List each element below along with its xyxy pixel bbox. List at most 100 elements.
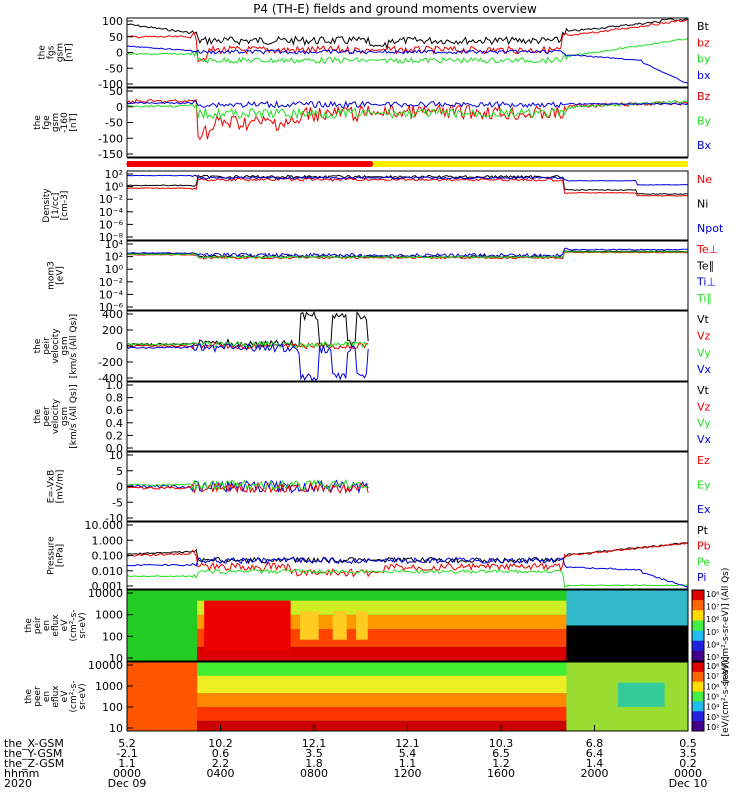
y-axis-label-line: [eV] [56,266,66,285]
y-axis-label-line: sr-eV) [78,612,88,638]
y-axis-label-line: [nPa] [56,544,66,567]
heatmap-band [127,706,567,721]
colorbar-segment [692,681,704,693]
y-axis-label-line: peir [33,616,43,634]
colorbar-tick-label: 10⁵ [706,693,719,702]
panel-8: 10 5 0 -5 -10 E=-VxB [mV/m] Ez Ey Ex [47,449,711,525]
y-tick-label: 10⁰ [105,263,124,276]
series-blue [126,174,689,186]
y-tick-label: 10² [105,251,123,264]
legend-entry: Te⊥ [696,243,718,256]
x-tick-label: 0.5 [679,737,697,750]
y-tick-label: 0 [116,481,123,494]
colorbar-tick-label: 10³ [706,653,719,662]
colorbar-segment [692,691,704,702]
x-tick-label: 12.1 [395,737,420,750]
legend-entry: Vz [697,400,711,413]
y-tick-label: 0.6 [106,404,124,417]
colorbar-segment [692,600,704,611]
x-tick-label: Dec 09 [108,777,147,790]
heatmap-patch [204,600,291,651]
y-axis-label-line: the [33,115,43,130]
x-row-label: 2020 [4,777,32,790]
legend-entry: Vt [697,313,710,326]
y-tick-label: -100 [98,132,123,145]
y-axis-label-line: (cm²-s- [69,609,79,641]
y-axis-label-line: the [33,338,43,353]
y-tick-label: 100 [102,630,123,643]
y-tick-label: 10 [109,722,123,735]
x-tick-label: 0.2 [679,757,697,770]
series-red [126,19,689,63]
y-tick-label: 50 [109,31,123,44]
y-tick-label: 10⁰ [105,181,124,194]
x-tick-label: 0400 [207,767,235,780]
y-axis-label-line: gsm [60,407,70,426]
y-axis-label-line: fge [42,115,52,130]
legend-entry: Ez [697,454,710,467]
y-tick-label: 0.2 [106,429,124,442]
colorbar-segment [692,630,704,642]
series-red [126,542,689,578]
y-axis-label-line: en [42,691,52,702]
y-tick-label: 0.4 [106,417,124,430]
y-axis-label-line: (cm²-s- [69,680,79,712]
y-tick-label: 1000 [95,680,123,693]
x-tick-label: 3.5 [305,747,323,760]
colorbar-segment [692,662,704,673]
y-tick-label: -50 [105,117,123,130]
legend-entry: Pi [697,571,706,584]
series-red [126,177,689,197]
x-tick-label: 1.1 [399,757,417,770]
legend-entry: Vx [697,363,712,376]
series-blue [126,45,689,84]
x-tick-label: 6.5 [492,747,510,760]
x-tick-label: 1.8 [305,757,323,770]
panel-frame [126,521,689,590]
y-axis-label-line: eflux [51,685,61,708]
legend-entry: bx [697,69,711,82]
x-tick-label: -2.1 [116,747,137,760]
y-axis-label-line: gsm [51,113,61,132]
mode-bar-segment [127,161,371,167]
colorbar-tick-label: 10² [706,723,719,732]
y-tick-label: -200 [98,356,123,369]
panel-3 [126,157,688,167]
y-tick-label: 0 [116,101,123,114]
panel-frame [126,87,689,158]
legend-entry: bz [697,36,710,49]
legend-entry: Vy [697,417,711,430]
y-axis-label-line: Pressure [47,536,57,575]
colorbar-tick-label: 10⁴ [706,640,719,649]
x-tick-label: 1200 [394,767,422,780]
y-tick-label: 10⁻⁶ [99,301,124,314]
y-tick-label: 0.010 [92,565,124,578]
colorbar-label: [eV/(cm²-s-sr-eV)] (All Qs) [721,568,731,684]
y-tick-label: 0.0 [106,442,124,455]
y-tick-label: 10² [105,168,123,181]
x-tick-label: 5.4 [399,747,417,760]
series-black [126,310,369,349]
y-tick-label: -50 [105,62,123,75]
legend-entry: Ti∥ [696,292,712,305]
colorbar-segment [692,620,704,632]
x-tick-label: 2000 [581,767,609,780]
y-axis-label-line: [mV/m] [56,470,66,504]
y-tick-label: 0.001 [92,580,124,593]
mode-bar-segment [370,161,688,167]
heatmap-band [197,590,567,601]
series-green [126,250,689,259]
y-axis-label-line: the [24,689,34,704]
panel-2: 50 0 -50 -100 -150 the fge gsm -160 [nT] Bz By Bx [33,85,712,161]
colorbar-frame [691,661,705,732]
y-tick-label: 0 [116,340,123,353]
mode-bar-marker [367,161,374,167]
mode-bar-marker [126,161,133,167]
x-tick-label: 1.1 [118,757,136,770]
x-tick-label: 0800 [300,767,328,780]
colorbar-segment [692,590,704,601]
panel-7: 1.00.80.60.40.20.0 the peer velocity gsm [km/… [33,379,712,455]
